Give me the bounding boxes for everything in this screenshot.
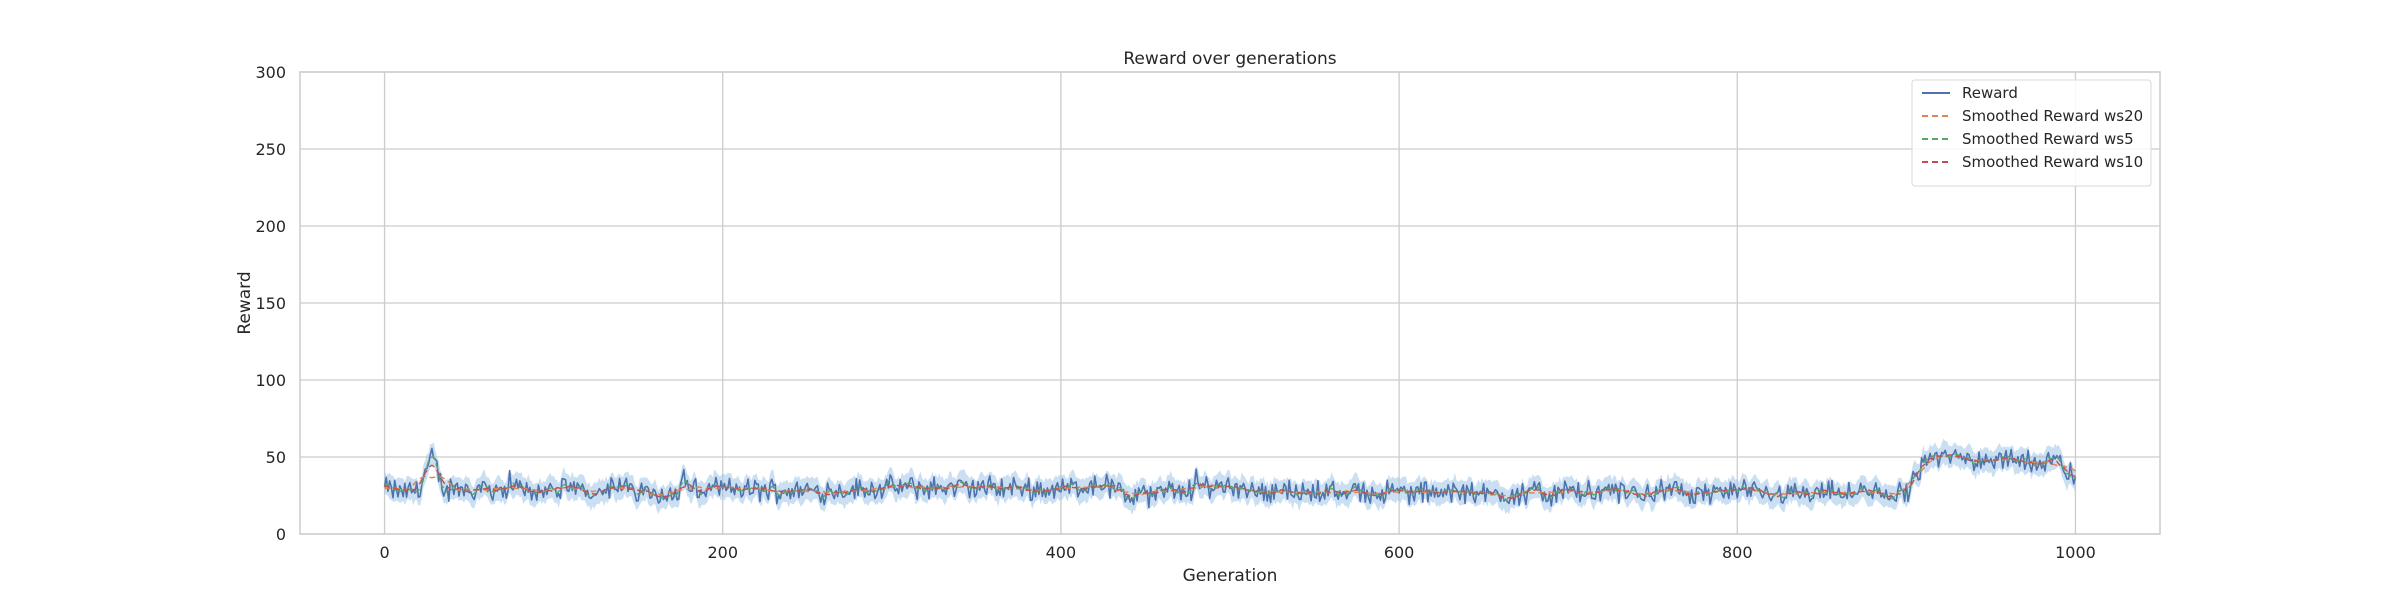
- y-axis-label: Reward: [235, 271, 255, 334]
- series-line-reward: [383, 447, 2077, 509]
- legend-label: Smoothed Reward ws5: [1962, 130, 2134, 148]
- y-tick-label: 50: [266, 448, 286, 467]
- series-line-smoothed-reward-ws5: [384, 453, 2077, 502]
- x-tick-label: 1000: [2055, 543, 2096, 562]
- reward-band-area: [384, 438, 2076, 516]
- tick-labels: 0 200 400 600 800 1000 0 50 100 150 200 250 300: [255, 63, 2095, 562]
- reward-confidence-band: [384, 438, 2076, 516]
- x-tick-label: 800: [1722, 543, 1753, 562]
- y-tick-label: 250: [255, 140, 286, 159]
- y-tick-label: 300: [255, 63, 286, 82]
- chart-title: Reward over generations: [1123, 49, 1336, 69]
- legend-label: Smoothed Reward ws10: [1962, 153, 2143, 171]
- x-axis-label: Generation: [1183, 566, 1278, 586]
- y-tick-label: 200: [255, 217, 286, 236]
- x-tick-label: 200: [707, 543, 738, 562]
- x-tick-label: 0: [379, 543, 389, 562]
- y-tick-label: 150: [255, 294, 286, 313]
- plot-frame: [299, 71, 2161, 535]
- series-line-smoothed-reward-ws10: [384, 454, 2076, 499]
- x-tick-label: 600: [1384, 543, 1415, 562]
- legend-label: Reward: [1962, 84, 2018, 102]
- legend-box: [1911, 79, 2152, 187]
- x-tick-label: 400: [1046, 543, 1077, 562]
- legend-label: Smoothed Reward ws20: [1962, 107, 2143, 125]
- series-lines: [383, 447, 2077, 509]
- y-tick-label: 100: [255, 371, 286, 390]
- legend: Reward Smoothed Reward ws20 Smoothed Rewar…: [1911, 79, 2152, 187]
- y-tick-label: 0: [276, 525, 286, 544]
